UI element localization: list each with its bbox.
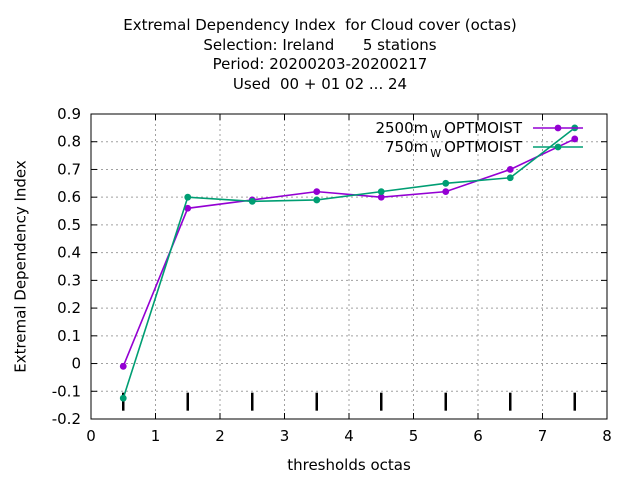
- y-tick-label: 0.7: [57, 160, 81, 178]
- y-tick-label: -0.1: [52, 382, 81, 400]
- data-point: [184, 193, 192, 201]
- y-tick-label: 0: [71, 355, 81, 373]
- y-tick-label: 0.3: [57, 271, 81, 289]
- chart-title: Extremal Dependency Index for Cloud cove…: [0, 16, 640, 94]
- x-tick-label: 2: [215, 427, 225, 445]
- legend-swatch-point: [554, 143, 562, 151]
- x-tick-label: 3: [280, 427, 290, 445]
- y-axis-label: Extremal Dependency Index: [11, 160, 29, 373]
- x-tick-label: 6: [473, 427, 483, 445]
- data-point: [248, 197, 256, 205]
- y-tick-label: -0.2: [52, 410, 81, 428]
- x-axis-label: thresholds octas: [287, 456, 411, 474]
- x-tick-label: 4: [344, 427, 354, 445]
- y-tick-label: 0.9: [57, 105, 81, 123]
- series-line-2: [122, 127, 576, 399]
- series-line-1: [122, 138, 576, 367]
- data-point: [571, 135, 579, 143]
- title-line-1: Extremal Dependency Index for Cloud cove…: [123, 16, 517, 34]
- legend-label-2: 750m W OPTMOIST: [385, 138, 523, 160]
- data-point: [442, 179, 450, 187]
- legend-swatch-point: [554, 124, 562, 132]
- legend-label-1: 2500m W OPTMOIST: [375, 119, 522, 141]
- data-point: [377, 193, 385, 201]
- data-point: [377, 188, 385, 196]
- y-tick-label: 0.8: [57, 133, 81, 151]
- title-line-2: Selection: Ireland 5 stations: [203, 35, 437, 54]
- series: [119, 124, 579, 402]
- title-line-4: Used 00 + 01 02 ... 24: [232, 74, 408, 93]
- data-point: [442, 188, 450, 196]
- tick-labels: -0.2 -0.1 0 0.1 0.2 0.3 0.4 0.5 0.6 0.7 0.8 0.9 0 1 2 3…: [52, 105, 612, 445]
- title-line-3: Period: 20200203-20200217: [212, 55, 428, 73]
- data-point: [184, 204, 192, 212]
- data-point: [506, 166, 514, 173]
- data-point: [506, 174, 514, 182]
- data-point: [119, 362, 127, 370]
- y-tick-label: 0.2: [57, 299, 81, 317]
- y-tick-label: 0.1: [57, 327, 81, 345]
- data-point: [119, 394, 127, 402]
- y-tick-label: 0.6: [57, 188, 81, 206]
- plot-frame: [90, 113, 608, 420]
- data-point: [313, 188, 321, 196]
- x-tick-label: 5: [409, 427, 419, 445]
- y-tick-label: 0.5: [57, 216, 81, 234]
- y-tick-label: 0.4: [57, 244, 81, 262]
- data-point: [313, 196, 321, 204]
- x-tick-label: 1: [151, 427, 161, 445]
- x-tick-label: 0: [86, 427, 96, 445]
- x-tick-label: 7: [538, 427, 548, 445]
- x-tick-label: 8: [602, 427, 612, 445]
